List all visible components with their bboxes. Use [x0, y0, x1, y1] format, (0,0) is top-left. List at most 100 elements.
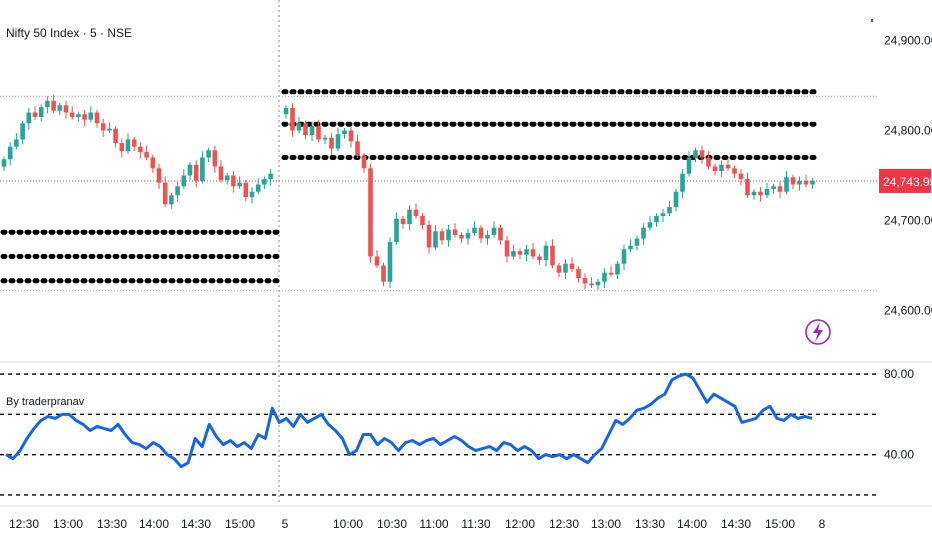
chart-title: Nifty 50 Index · 5 · NSE [6, 26, 133, 40]
body [784, 177, 789, 192]
s2-candle-22 [426, 220, 432, 254]
body [69, 112, 75, 117]
body [498, 227, 503, 241]
rsi-tick-label-1: 40.00 [884, 448, 914, 462]
s2-candle-43 [563, 259, 568, 279]
s1-candle-8 [51, 94, 56, 114]
s2-candle-26 [452, 223, 458, 238]
s1-candle-22 [138, 142, 143, 159]
body [407, 209, 412, 225]
body [777, 186, 783, 192]
s2-candle-72 [751, 189, 757, 200]
body [237, 182, 242, 187]
s2-candle-76 [777, 181, 783, 198]
y-tick-label-1: 24,800.00 [884, 124, 932, 138]
s1-candle-9 [57, 102, 63, 116]
s1-candle-1 [7, 142, 13, 166]
s1-candle-12 [76, 111, 81, 122]
body [262, 179, 267, 185]
s1-candle-13 [82, 109, 87, 126]
body [660, 213, 666, 216]
body [433, 231, 438, 248]
s2-candle-24 [439, 228, 445, 245]
body [615, 263, 620, 275]
body [38, 107, 44, 117]
x-tick-label-15: 14:00 [677, 517, 707, 531]
s2-candle-67 [719, 160, 724, 178]
body [355, 141, 360, 156]
s1-candle-43 [268, 169, 273, 186]
s2-candle-71 [745, 172, 750, 198]
s2-candle-32 [491, 221, 497, 238]
s2-candle-62 [686, 151, 692, 177]
body [268, 173, 273, 180]
s1-candle-4 [26, 108, 32, 130]
body [537, 256, 542, 261]
s1-candle-37 [231, 171, 236, 193]
body [138, 146, 143, 153]
body [420, 216, 425, 225]
x-tick-label-10: 11:30 [461, 517, 490, 531]
s2-candle-52 [621, 244, 627, 270]
body [491, 227, 497, 235]
rsi-pane [0, 372, 878, 496]
s2-candle-59 [667, 200, 672, 216]
s2-candle-8 [335, 127, 341, 152]
s2-candle-47 [589, 277, 594, 288]
body [131, 139, 137, 147]
s2-candle-37 [524, 244, 529, 261]
body [309, 126, 315, 135]
s2-candle-30 [478, 225, 484, 243]
s2-candle-25 [446, 225, 451, 247]
body [569, 263, 575, 270]
s1-candle-3 [20, 120, 25, 144]
s2-candle-66 [712, 163, 718, 176]
s2-candle-65 [706, 151, 711, 170]
body [472, 227, 477, 234]
s1-candle-36 [224, 172, 230, 185]
body [738, 173, 744, 180]
body [810, 180, 815, 185]
s1-candle-35 [218, 160, 224, 183]
s1-candle-21 [131, 136, 137, 152]
x-tick-label-12: 12:30 [549, 517, 579, 531]
s2-candle-16 [387, 237, 393, 288]
s2-candle-7 [329, 133, 334, 155]
s1-candle-17 [107, 122, 112, 134]
s2-candle-4 [309, 121, 315, 142]
body [231, 175, 236, 187]
body [582, 278, 588, 284]
s1-candle-11 [69, 106, 75, 120]
body [45, 100, 50, 108]
s2-candle-0 [283, 105, 289, 119]
body [26, 112, 32, 124]
x-tick-label-13: 13:00 [591, 517, 621, 531]
s2-candle-78 [790, 174, 796, 189]
body [14, 139, 19, 147]
s2-candle-38 [530, 243, 536, 260]
x-tick-label-5: 15:00 [225, 517, 255, 531]
body [764, 189, 770, 196]
x-tick-label-7: 10:00 [333, 517, 363, 531]
s2-candle-64 [699, 145, 705, 164]
s2-candle-15 [381, 262, 386, 287]
x-tick-label-4: 14:30 [181, 517, 211, 531]
body [686, 157, 692, 174]
s2-candle-73 [758, 187, 763, 202]
x-tick-label-18: 8 [819, 517, 826, 531]
s2-candle-46 [582, 273, 588, 290]
body [348, 130, 354, 142]
s1-candle-7 [45, 96, 50, 114]
body [63, 105, 69, 113]
s2-candle-23 [433, 225, 438, 251]
s2-candle-28 [465, 228, 471, 245]
body [193, 164, 199, 181]
body [706, 157, 711, 167]
body [673, 191, 679, 207]
body [144, 152, 149, 158]
s1-candle-41 [255, 178, 261, 195]
x-tick-label-11: 12:00 [505, 517, 535, 531]
body [387, 242, 393, 282]
lightning-icon[interactable] [805, 319, 831, 345]
